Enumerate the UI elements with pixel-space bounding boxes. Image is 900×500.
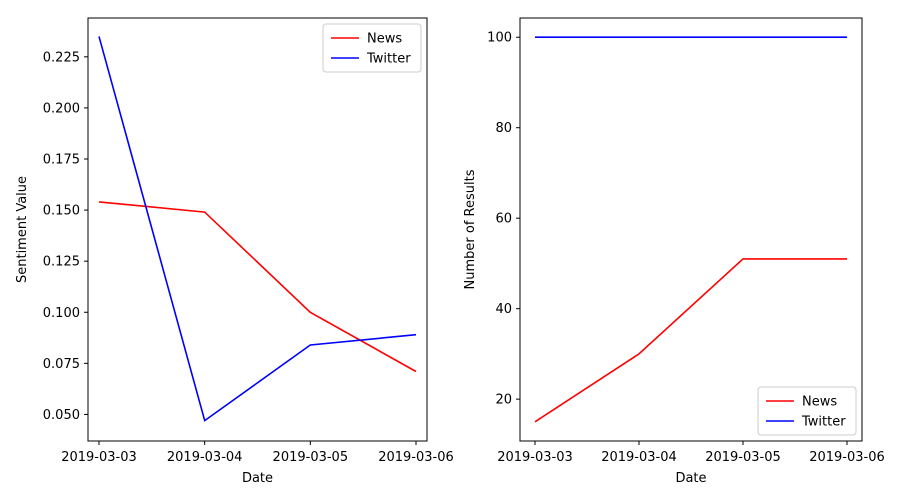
y-tick-label: 0.150 <box>43 204 80 219</box>
x-tick-label: 2019-03-04 <box>167 450 243 465</box>
y-tick-label: 0.050 <box>43 408 80 423</box>
legend-label-news: News <box>367 32 402 47</box>
y-tick-label: 0.225 <box>43 50 80 65</box>
x-axis-title: Date <box>242 471 273 486</box>
subplot-sentiment: 2019-03-03 2019-03-04 2019-03-05 2019-03-06… <box>15 17 454 486</box>
legend-box <box>322 23 422 73</box>
y-tick-label: 0.125 <box>43 255 80 270</box>
y-tick-label: 100 <box>487 31 512 46</box>
y-tick-label: 0.175 <box>43 153 80 168</box>
y-axis-title: Number of Results <box>463 169 478 289</box>
series-line-twitter <box>98 36 417 422</box>
legend-box <box>757 386 857 436</box>
series-line-news <box>534 258 847 423</box>
plot-frame <box>87 17 428 442</box>
y-tick-label: 80 <box>495 121 512 136</box>
plot-frame <box>519 17 863 442</box>
y-tick-label: 20 <box>495 393 512 408</box>
subplot-results: 2019-03-03 2019-03-04 2019-03-05 2019-03-06… <box>463 17 885 486</box>
y-axis-title: Sentiment Value <box>15 176 30 283</box>
x-tick-label: 2019-03-05 <box>273 450 349 465</box>
y-tick-label: 0.075 <box>43 357 80 372</box>
x-tick-label: 2019-03-04 <box>601 450 677 465</box>
y-tick-label: 0.100 <box>43 306 80 321</box>
y-tick-label: 60 <box>495 212 512 227</box>
x-axis-title: Date <box>675 471 706 486</box>
y-tick-label: 40 <box>495 302 512 317</box>
legend: News Twitter <box>322 23 422 73</box>
series-line-news <box>98 201 417 373</box>
legend-label-twitter: Twitter <box>801 415 846 430</box>
x-tick-label: 2019-03-03 <box>497 450 573 465</box>
legend-label-news: News <box>802 395 837 410</box>
legend-label-twitter: Twitter <box>366 52 411 67</box>
x-tick-label: 2019-03-06 <box>809 450 885 465</box>
x-tick-label: 2019-03-06 <box>378 450 454 465</box>
x-tick-label: 2019-03-05 <box>705 450 781 465</box>
x-tick-label: 2019-03-03 <box>61 450 137 465</box>
y-tick-label: 0.200 <box>43 101 80 116</box>
legend: News Twitter <box>757 386 857 436</box>
